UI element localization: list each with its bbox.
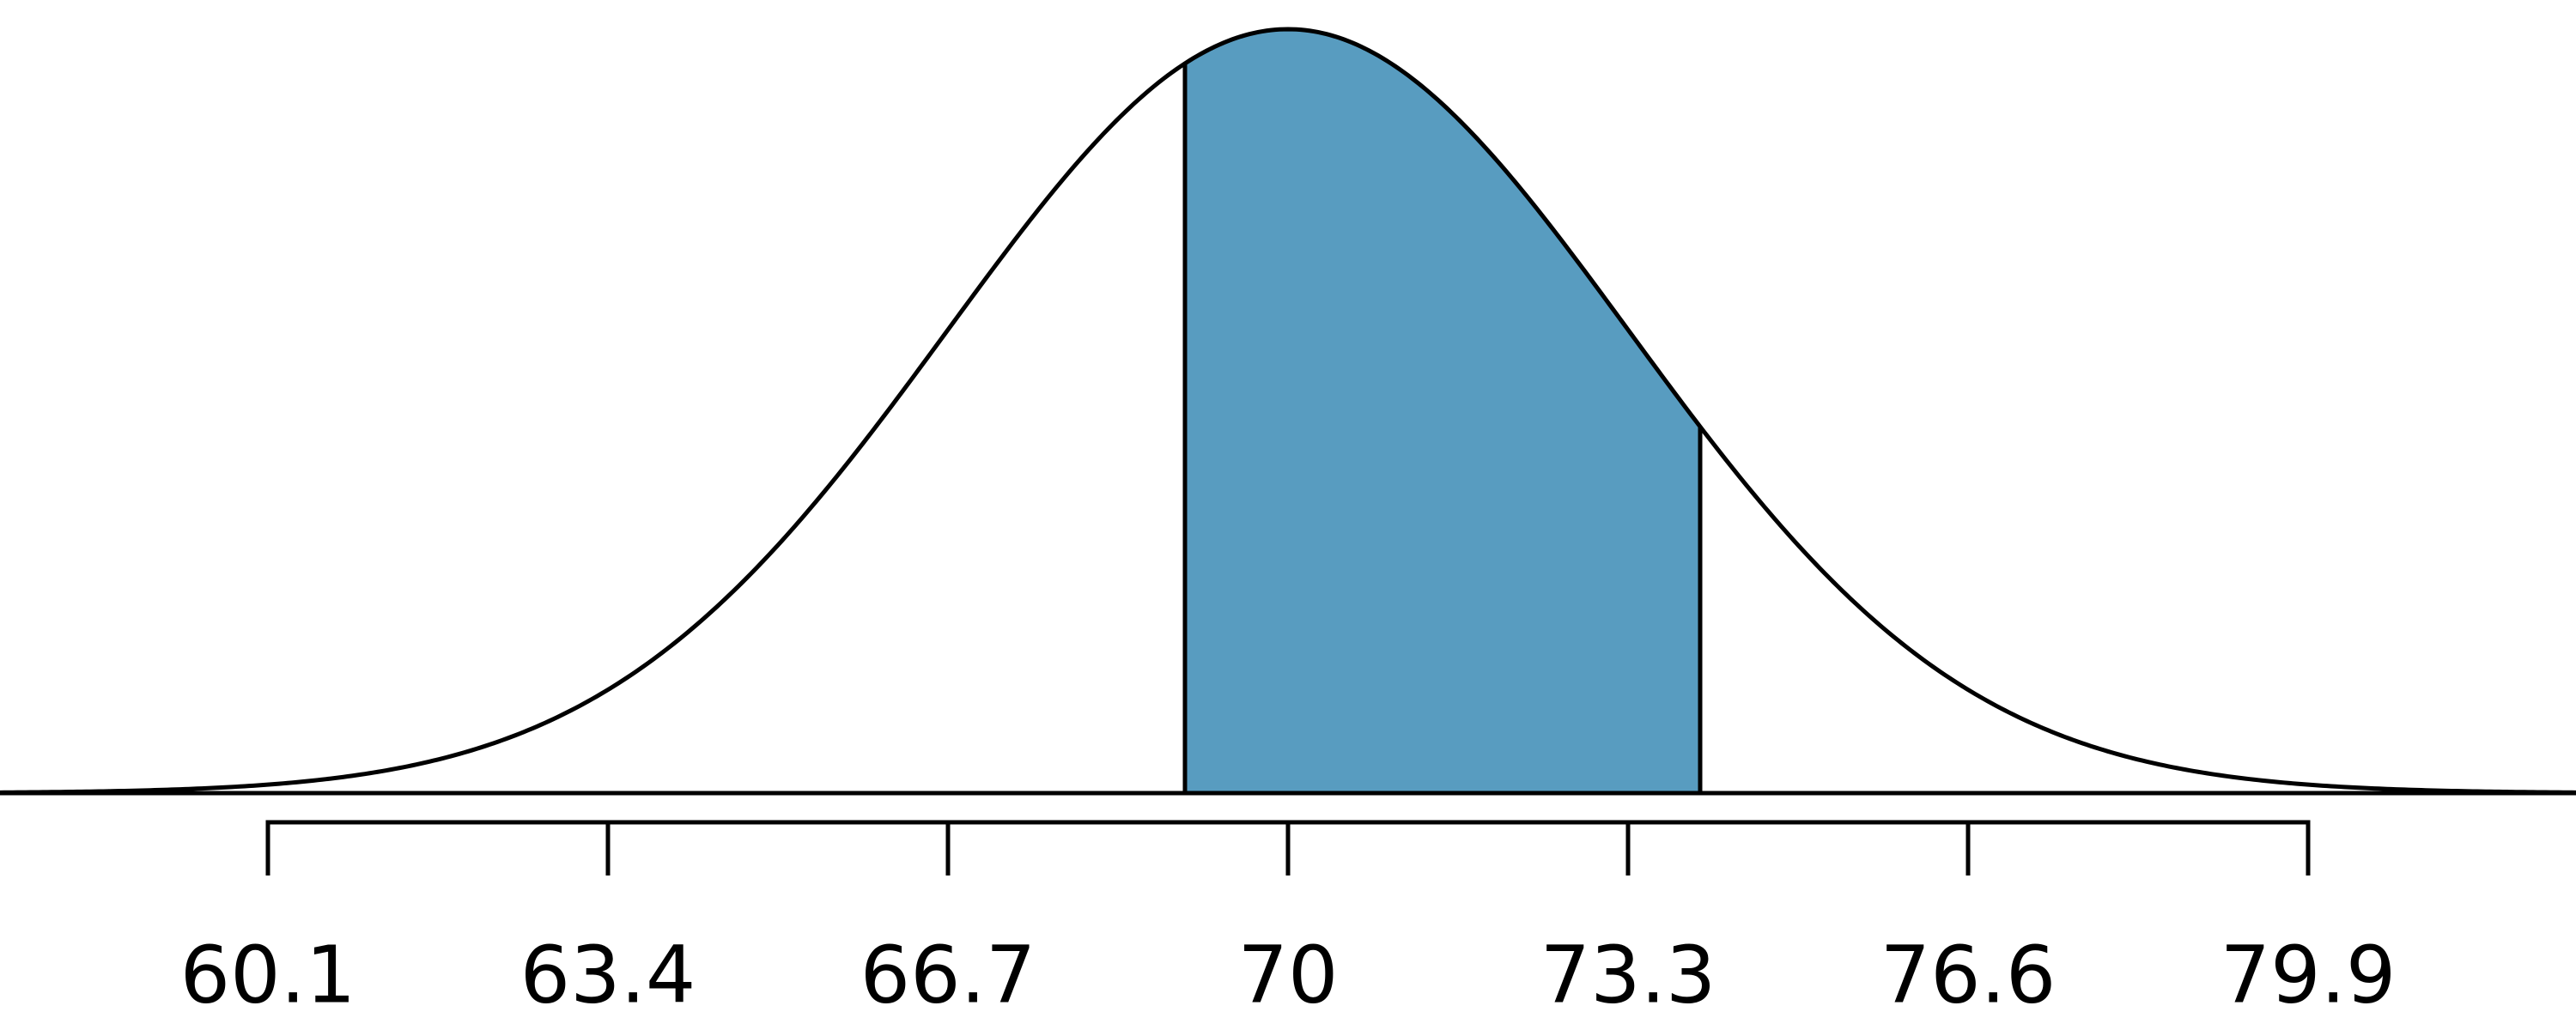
x-tick-label: 79.9	[2221, 929, 2397, 1021]
x-tick-label: 60.1	[180, 929, 356, 1021]
x-tick-label: 76.6	[1880, 929, 2057, 1021]
x-tick-label: 66.7	[860, 929, 1036, 1021]
x-tick-label: 73.3	[1540, 929, 1716, 1021]
x-tick-label: 70	[1237, 929, 1338, 1021]
shaded-area	[1185, 29, 1700, 793]
density-curve	[0, 27, 2576, 795]
x-tick-label: 63.4	[520, 929, 696, 1021]
